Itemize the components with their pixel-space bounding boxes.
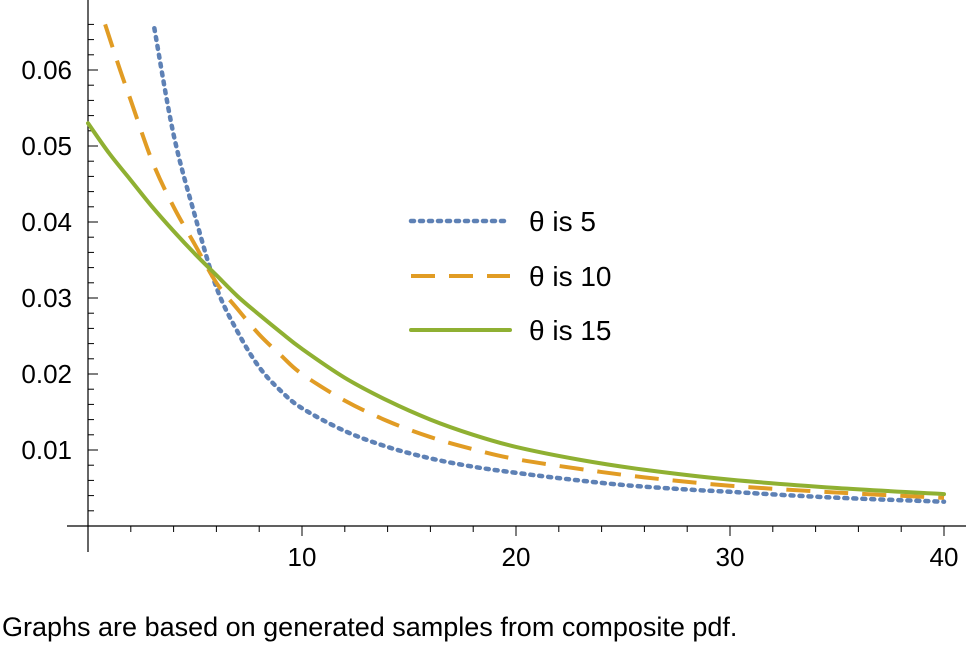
y-tick-label: 0.01 [21,435,72,465]
series-group [86,23,947,504]
legend-label: θ is 5 [529,206,596,237]
y-tick-label: 0.06 [21,55,72,85]
y-tick-label: 0.04 [21,207,72,237]
y-tick-label: 0.03 [21,283,72,313]
legend-item-theta-10: θ is 10 [411,261,612,292]
x-tick-label: 10 [288,542,317,572]
series-theta-15-line [86,121,946,497]
chart-plot-area: 10 20 30 400.010.020.030.040.050.06 θ is 5θ… [21,0,966,572]
figure-caption: Graphs are based on generated samples fr… [2,612,738,642]
x-tick-label: 40 [930,542,959,572]
legend-label: θ is 15 [529,315,612,346]
x-tick-label: 30 [716,542,745,572]
y-tick-label: 0.05 [21,131,72,161]
legend: θ is 5 θ is 10 θ is 15 [408,206,612,346]
x-tick-label: 20 [502,542,531,572]
y-tick-label: 0.02 [21,359,72,389]
series-theta-10-line [103,23,945,500]
legend-item-theta-15: θ is 15 [409,315,612,346]
legend-item-theta-5: θ is 5 [408,206,596,237]
legend-label: θ is 10 [529,261,612,292]
axes: 10 20 30 40 0.01 0.02 0.03 0.04 0.05 0.06 [21,0,966,572]
